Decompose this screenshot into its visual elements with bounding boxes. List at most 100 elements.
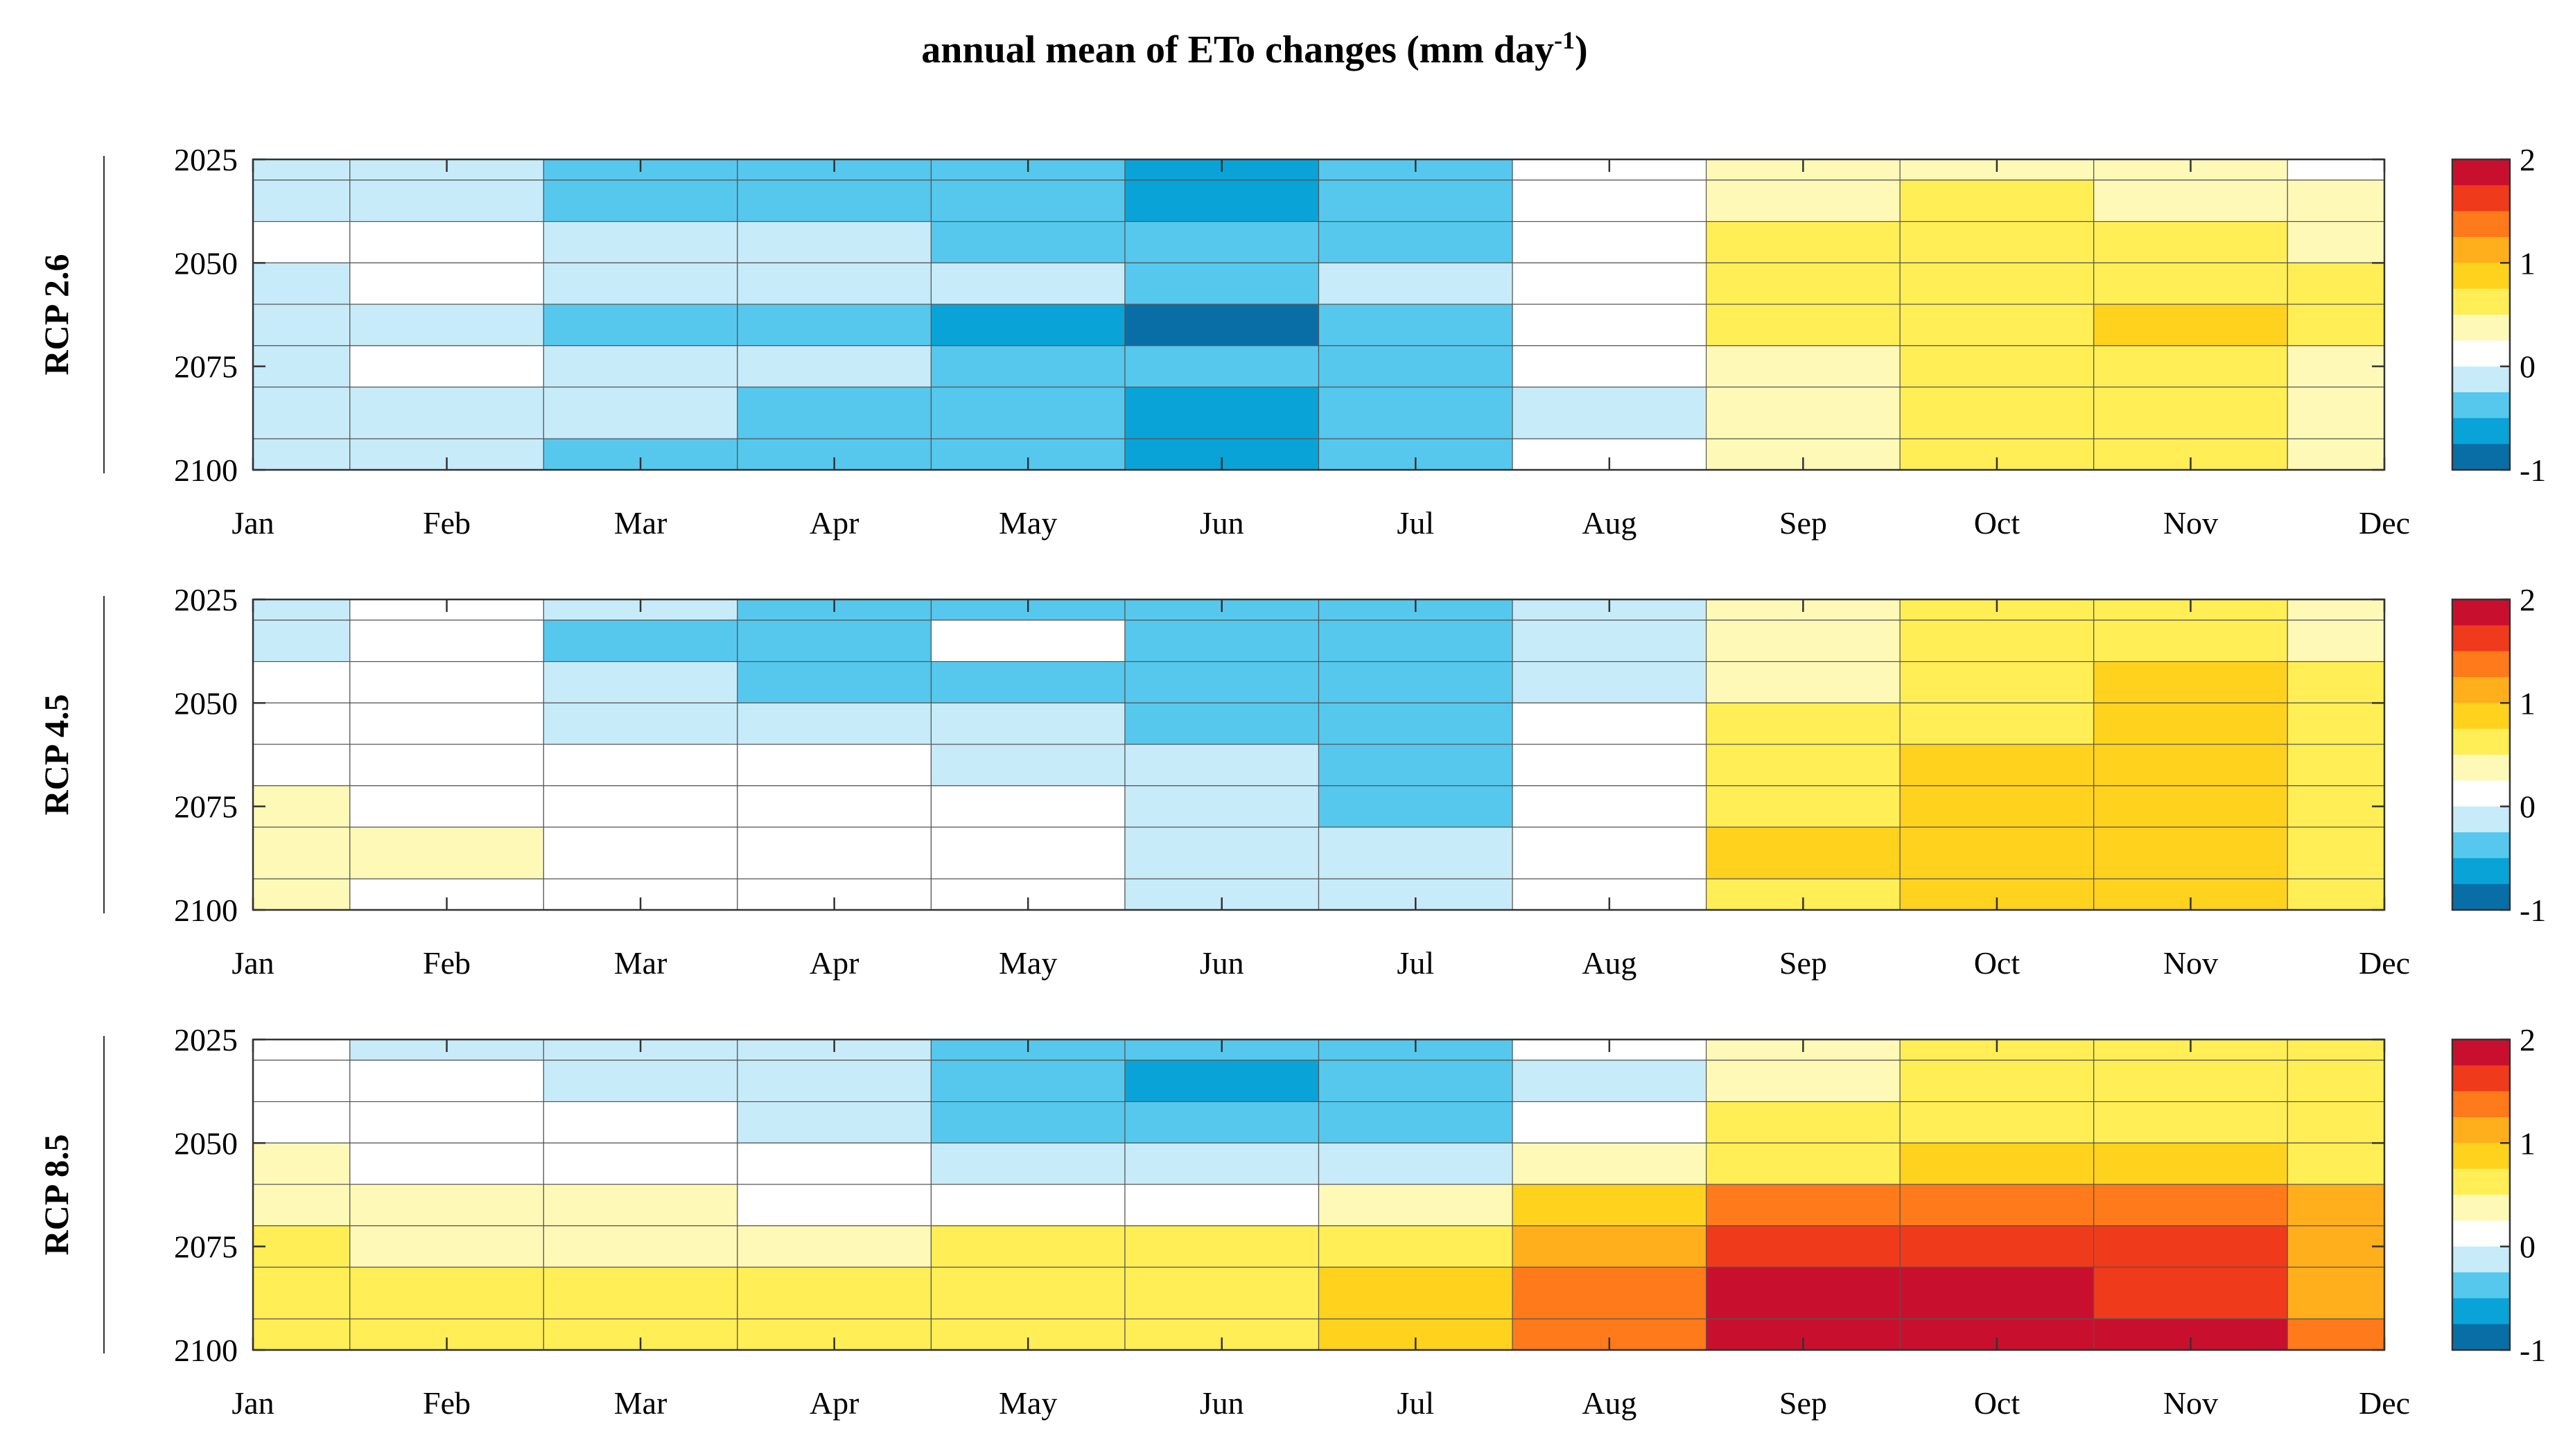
- heat-cell: [2093, 179, 2288, 222]
- heat-cell: [1705, 221, 1901, 263]
- heat-cell: [2093, 826, 2288, 879]
- heat-cell: [2287, 221, 2384, 263]
- heat-cell: [253, 660, 351, 703]
- heat-cell: [1318, 702, 1513, 745]
- heat-cell: [1705, 1266, 1901, 1319]
- colorbar-frame: [2451, 598, 2511, 911]
- heat-cell: [737, 345, 932, 388]
- heat-cell: [1899, 221, 2095, 263]
- colorbar-tick-label: -1: [2520, 453, 2546, 488]
- heat-cell: [1512, 785, 1707, 828]
- colorbar-swatch: [2452, 858, 2510, 885]
- heat-cell: [1705, 1100, 1901, 1143]
- heat-cell: [253, 744, 351, 787]
- heat-cell: [1512, 702, 1707, 745]
- heat-cell: [253, 438, 351, 470]
- chart-title-superscript: -1: [1554, 26, 1575, 54]
- heat-cell: [1512, 386, 1707, 439]
- heat-cell: [737, 386, 932, 439]
- heat-cell: [1124, 386, 1320, 439]
- heat-cell: [349, 785, 544, 828]
- colorbar-tick-label: 0: [2520, 1229, 2535, 1265]
- heat-cells: [253, 159, 2384, 470]
- heat-cells: [253, 1040, 2384, 1350]
- heat-cell: [1705, 660, 1901, 703]
- heat-cell: [2287, 660, 2384, 703]
- heat-cell: [2287, 744, 2384, 787]
- heat-cell: [253, 1040, 351, 1061]
- heat-cell: [737, 702, 932, 745]
- colorbar-swatch: [2452, 728, 2510, 755]
- heat-cell: [543, 702, 738, 745]
- heat-cell: [349, 702, 544, 745]
- colorbar-swatch: [2452, 1065, 2510, 1092]
- heat-cell: [1124, 744, 1320, 787]
- colorbar-swatch: [2452, 1117, 2510, 1144]
- heat-cell: [253, 179, 351, 222]
- heat-cell: [2093, 1184, 2288, 1227]
- colorbar-tick-label: 0: [2520, 789, 2535, 825]
- x-tick-label: Nov: [2163, 505, 2218, 541]
- heat-cell: [349, 1225, 544, 1268]
- heat-cell: [2287, 345, 2384, 388]
- heat-cell: [349, 1142, 544, 1185]
- x-tick-label: Jul: [1397, 505, 1434, 541]
- x-tick-label: Sep: [1779, 505, 1827, 541]
- heat-cell: [737, 826, 932, 879]
- x-tick-label: Feb: [423, 945, 471, 981]
- heat-cell: [1899, 345, 2095, 388]
- heat-cell: [1512, 1060, 1707, 1103]
- colorbar-swatch: [2452, 884, 2510, 911]
- x-tick-label: Jul: [1397, 945, 1434, 981]
- heat-cell: [2093, 345, 2288, 388]
- heat-cell: [543, 1060, 738, 1103]
- heat-cell: [2287, 1142, 2384, 1185]
- heat-cell: [737, 1142, 932, 1185]
- heat-cell: [1512, 1142, 1707, 1185]
- heat-cell: [1124, 221, 1320, 263]
- heat-cell: [1124, 785, 1320, 828]
- heat-cell: [2287, 702, 2384, 745]
- heat-cell: [2093, 620, 2288, 663]
- heat-cell: [930, 179, 1126, 222]
- x-tick-label: Mar: [614, 945, 667, 981]
- heat-cell: [253, 262, 351, 305]
- heat-cell: [1512, 345, 1707, 388]
- heat-cell: [930, 221, 1126, 263]
- heat-cell: [2093, 1266, 2288, 1319]
- heat-cell: [1899, 1225, 2095, 1268]
- heat-cell: [1899, 826, 2095, 879]
- heat-cell: [1318, 620, 1513, 663]
- heat-cell: [543, 1100, 738, 1143]
- colorbar-tick-label: -1: [2520, 1333, 2546, 1368]
- heat-cell: [1124, 262, 1320, 305]
- colorbar-swatch: [2452, 832, 2510, 859]
- colorbar-swatch: [2452, 340, 2510, 367]
- colorbar-swatch: [2452, 1168, 2510, 1195]
- heat-cell: [737, 785, 932, 828]
- plot-frame: [252, 1038, 2386, 1351]
- heat-cell: [253, 599, 351, 621]
- heat-cell: [253, 221, 351, 263]
- colorbar-swatch: [2452, 315, 2510, 342]
- heat-cell: [1318, 1142, 1513, 1185]
- heat-cell: [2287, 1184, 2384, 1227]
- colorbar-swatch: [2452, 185, 2510, 212]
- heat-cell: [737, 1184, 932, 1227]
- chart-title-main: annual mean of ETo changes (mm day: [921, 28, 1554, 71]
- heat-cell: [349, 744, 544, 787]
- heat-cell: [1899, 785, 2095, 828]
- x-tick-label: Jul: [1397, 1385, 1434, 1421]
- x-tick-label: Nov: [2163, 1385, 2218, 1421]
- heat-cell: [349, 386, 544, 439]
- heat-cell: [1124, 1100, 1320, 1143]
- heat-cell: [737, 1225, 932, 1268]
- heat-cell: [1512, 304, 1707, 347]
- heat-cell: [2093, 785, 2288, 828]
- x-tick-label: Jan: [232, 505, 274, 541]
- colorbar-swatch: [2452, 1091, 2510, 1118]
- panel-label: RCP 8.5: [37, 1134, 76, 1256]
- heat-cell: [543, 345, 738, 388]
- heat-cell: [930, 702, 1126, 745]
- colorbar-swatch: [2452, 1195, 2510, 1222]
